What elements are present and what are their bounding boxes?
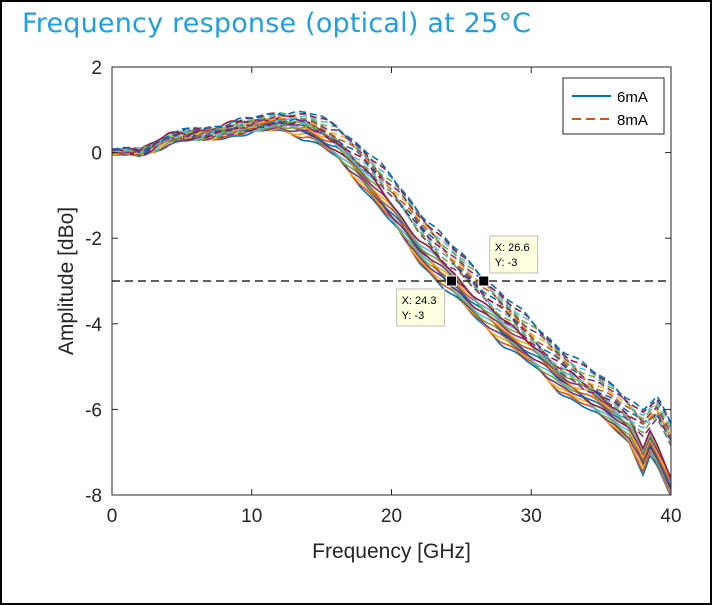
y-tick-label: 2 <box>91 58 102 79</box>
curve-8mA-6 <box>112 115 671 439</box>
datatip-box <box>489 235 539 274</box>
x-tick-label: 30 <box>521 506 542 527</box>
y-tick-label: -6 <box>85 400 102 421</box>
y-tick-label: -8 <box>85 486 102 507</box>
legend-label-6mA: 6mA <box>617 89 648 106</box>
x-tick-label: 10 <box>241 506 262 527</box>
legend-box <box>562 77 665 135</box>
curve-6mA-14 <box>112 115 671 479</box>
datatips-layer: X: 24.3 Y: -3 X: 26.6 Y: -3 <box>396 235 539 327</box>
x-tick-label: 20 <box>381 506 402 527</box>
datatip-x-label: X: 24.3 <box>402 295 437 307</box>
curve-8mA-7 <box>112 114 671 437</box>
curve-6mA-12 <box>112 118 671 479</box>
datatip-y-label: Y: -3 <box>495 257 518 269</box>
x-tick-label: 40 <box>660 506 681 527</box>
curve-6mA-13 <box>112 118 671 480</box>
y-tick-label: -4 <box>85 315 102 336</box>
datatip-y-label: Y: -3 <box>402 310 425 322</box>
curve-8mA-5 <box>112 117 671 440</box>
curves-layer <box>112 110 671 495</box>
datatip-marker[interactable] <box>446 275 458 287</box>
curve-6mA-8 <box>112 118 671 487</box>
curve-6mA-11 <box>112 117 671 479</box>
curve-8mA-9 <box>112 111 671 429</box>
x-tick-label: 0 <box>107 506 118 527</box>
curve-8mA-8 <box>112 112 671 433</box>
datatip-box <box>396 288 446 327</box>
datatip-x-label: X: 26.6 <box>495 242 530 254</box>
y-axis-label: Amplitude [dBo] <box>55 207 78 355</box>
curve-8mA-2 <box>112 123 671 444</box>
legend-label-8mA: 8mA <box>617 112 648 129</box>
curve-8mA-1 <box>112 124 671 446</box>
slide-title: Frequency response (optical) at 25°C <box>22 8 532 39</box>
curve-6mA-10 <box>112 117 671 480</box>
curve-8mA-10 <box>112 112 671 426</box>
curve-8mA-4 <box>112 119 671 441</box>
curve-8mA-11 <box>112 112 671 424</box>
curve-6mA-4 <box>112 126 671 494</box>
curve-6mA-3 <box>112 126 671 495</box>
y-tick-label: -2 <box>85 229 102 250</box>
datatip-marker[interactable] <box>478 275 490 287</box>
curve-8mA-12 <box>112 110 671 425</box>
y-tick-label: 0 <box>91 144 102 165</box>
curve-6mA-1 <box>112 127 671 495</box>
x-axis-label: Frequency [GHz] <box>312 540 471 563</box>
curve-6mA-9 <box>112 117 671 483</box>
curve-6mA-6 <box>112 123 671 492</box>
curve-6mA-2 <box>112 127 671 495</box>
